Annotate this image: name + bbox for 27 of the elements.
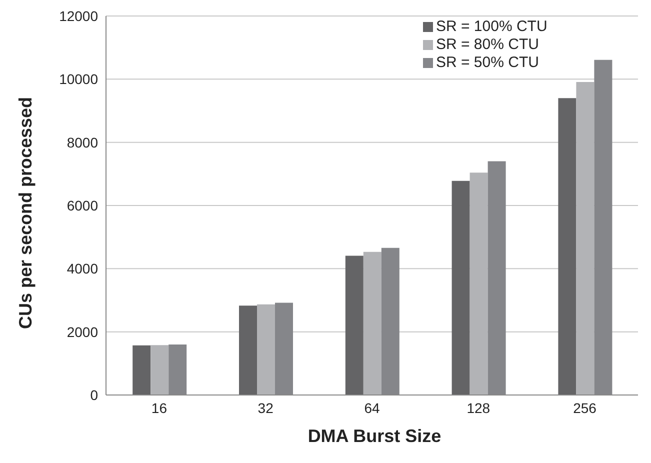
legend-label: SR = 50% CTU bbox=[436, 54, 539, 72]
bar bbox=[452, 180, 470, 395]
bar bbox=[132, 345, 151, 395]
bar bbox=[345, 256, 364, 395]
bar bbox=[239, 306, 257, 395]
bar bbox=[470, 172, 488, 395]
y-tick-label: 12000 bbox=[59, 8, 98, 24]
bar bbox=[558, 98, 576, 395]
bar bbox=[576, 82, 594, 395]
y-axis-title: CUs per second processed bbox=[16, 96, 36, 330]
y-tick-label: 4000 bbox=[66, 260, 98, 277]
y-tick-label: 10000 bbox=[59, 71, 98, 88]
x-tick-label: 64 bbox=[364, 400, 380, 416]
bar bbox=[150, 345, 169, 395]
y-tick-label: 8000 bbox=[66, 134, 98, 150]
bar bbox=[257, 304, 275, 395]
x-tick-label: 128 bbox=[466, 400, 490, 416]
x-tick-label: 16 bbox=[151, 400, 168, 416]
legend-label: SR = 100% CTU bbox=[436, 18, 548, 36]
y-tick-label: 2000 bbox=[66, 324, 98, 340]
x-tick-label: 32 bbox=[258, 400, 274, 416]
y-tick-label: 0 bbox=[90, 386, 98, 403]
legend-label: SR = 80% CTU bbox=[436, 36, 539, 54]
x-axis-title: DMA Burst Size bbox=[306, 426, 442, 447]
y-tick-label: 6000 bbox=[66, 197, 98, 214]
x-tick-label: 256 bbox=[573, 400, 597, 416]
bar bbox=[363, 252, 382, 395]
